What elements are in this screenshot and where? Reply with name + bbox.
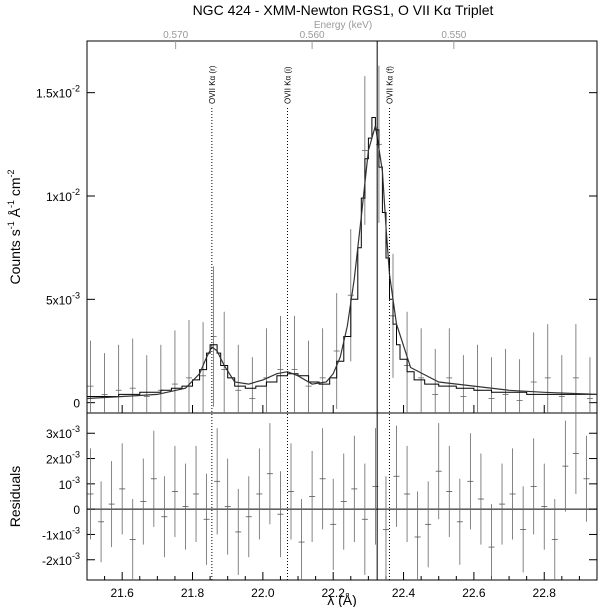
residual-y-tick-label: 3x10-3	[46, 424, 80, 441]
x-tick-label: 22.6	[462, 586, 486, 600]
y-tick-label: 5x10-3	[46, 290, 80, 307]
residual-y-tick-label: 2x10-3	[46, 450, 80, 467]
energy-tick-label: 0.560	[300, 30, 325, 41]
chart-marks: 0.570 0.560 0.550 21.6 21.8 22.0 22.2 22.4 22.6 2…	[6, 30, 598, 608]
spectrum-data-histogram	[87, 117, 597, 397]
y-tick-label: 0	[73, 397, 80, 411]
energy-tick-label: 0.570	[163, 30, 188, 41]
x-tick-label: 22.4	[392, 586, 416, 600]
residual-y-tick-label: 10-3	[59, 475, 80, 492]
energy-tick-label: 0.550	[441, 30, 466, 41]
line-marker-label: OVII Kα (r)	[208, 65, 217, 104]
spectrum-panel-frame	[86, 40, 598, 414]
y-tick-label: 1.5x10-2	[36, 84, 80, 101]
spectrum-plot-area	[87, 65, 597, 413]
x-tick-label: 21.6	[110, 586, 134, 600]
x-tick-label: 22.2	[322, 586, 346, 600]
chart-title: NGC 424 - XMM-Newton RGS1, O VII Kα Trip…	[193, 2, 494, 18]
line-marker-label: OVII Kα (i)	[283, 66, 292, 104]
residual-y-tick-label: -2x10-3	[42, 551, 80, 568]
x-tick-label: 22.0	[251, 586, 275, 600]
residuals-plot-area	[87, 413, 597, 580]
residual-y-tick-label: -1x10-3	[42, 525, 80, 542]
x-tick-label: 21.8	[181, 586, 205, 600]
residual-y-tick-label: 0	[73, 503, 80, 517]
x-tick-label: 22.8	[533, 586, 557, 600]
energy-axis-label: Energy (keV)	[314, 20, 372, 31]
line-marker-label: OVII Kα (f)	[385, 66, 394, 104]
model-curve	[87, 125, 597, 400]
y-axis-title: Counts s-1 Å-1 cm-2	[6, 169, 23, 284]
y-tick-label: 1x10-2	[46, 187, 80, 204]
residuals-panel-frame	[86, 412, 598, 581]
x-axis-title: λ (Å)	[327, 592, 357, 607]
residuals-axis-title: Residuals	[7, 466, 23, 527]
